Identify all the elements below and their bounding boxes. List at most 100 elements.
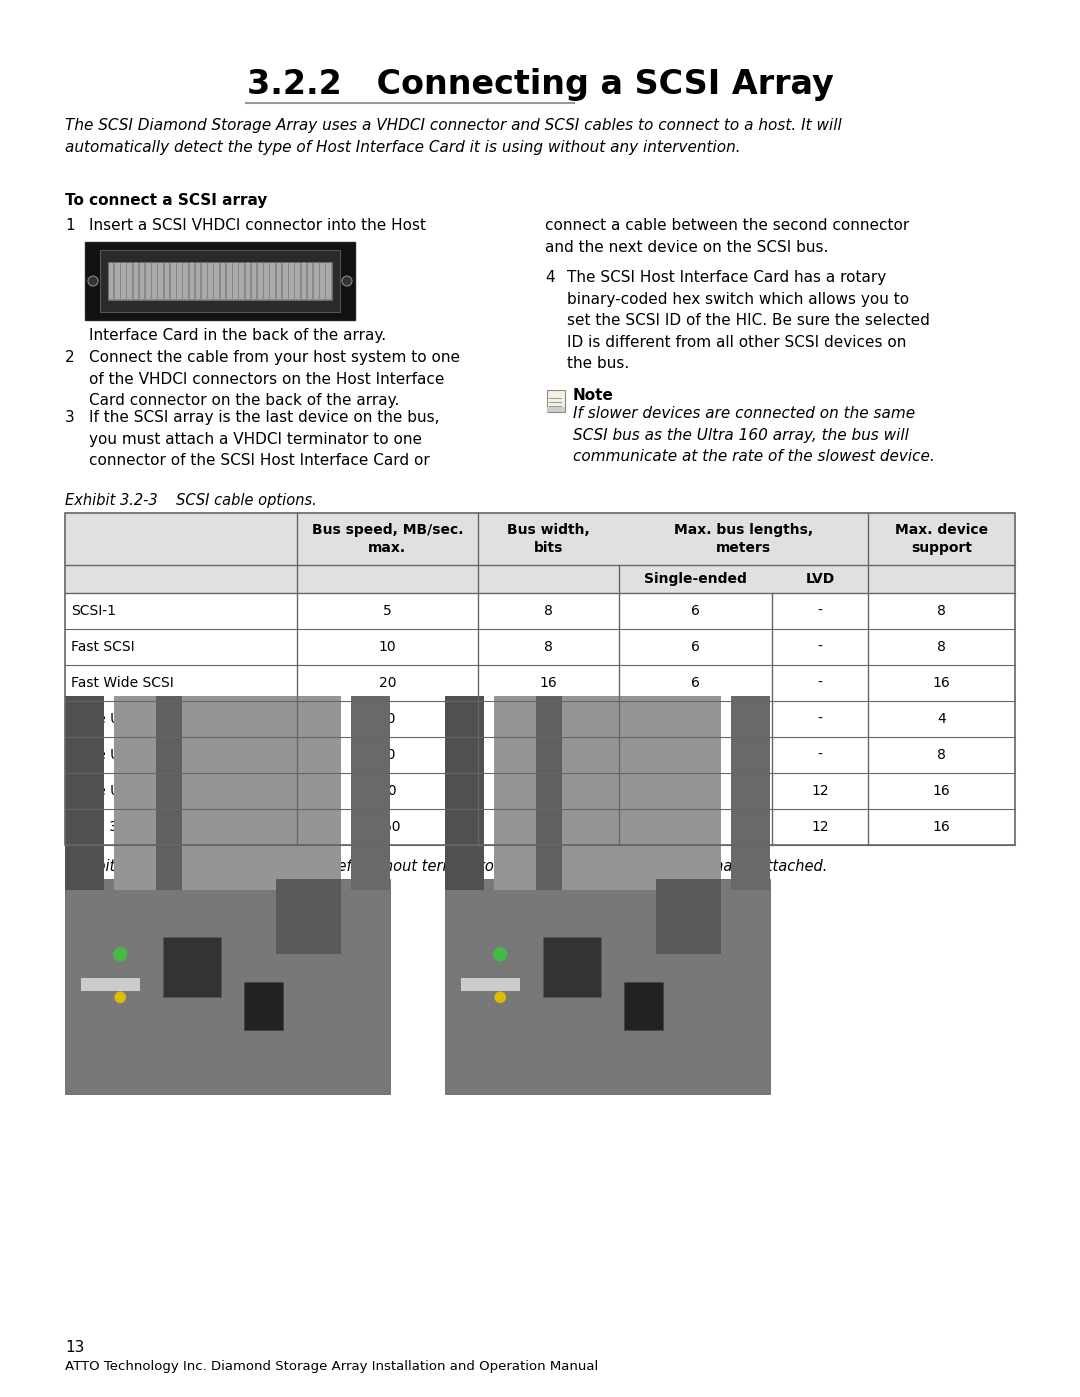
- Text: 13: 13: [65, 1340, 84, 1355]
- Text: Insert a SCSI VHDCI connector into the Host: Insert a SCSI VHDCI connector into the H…: [89, 218, 426, 233]
- Bar: [208, 263, 213, 299]
- Text: 5: 5: [383, 604, 392, 617]
- Text: Wide Ultra SCSI: Wide Ultra SCSI: [71, 747, 179, 761]
- Bar: [65, 513, 1015, 845]
- Text: -: -: [818, 676, 822, 690]
- Bar: [202, 263, 206, 299]
- Text: 6: 6: [691, 604, 700, 617]
- Bar: [159, 263, 163, 299]
- Bar: [139, 263, 145, 299]
- Bar: [445, 879, 770, 1094]
- Text: Max. device
support: Max. device support: [895, 524, 988, 555]
- Text: The SCSI Diamond Storage Array uses a VHDCI connector and SCSI cables to connect: The SCSI Diamond Storage Array uses a VH…: [65, 117, 841, 155]
- Bar: [215, 263, 219, 299]
- Text: Wide Ultra 2 SCSI: Wide Ultra 2 SCSI: [71, 784, 192, 798]
- Circle shape: [114, 992, 126, 1003]
- Text: 3: 3: [691, 712, 700, 726]
- Bar: [162, 937, 221, 997]
- Bar: [109, 263, 113, 299]
- Bar: [289, 263, 294, 299]
- Bar: [546, 407, 565, 412]
- Bar: [85, 242, 355, 320]
- Bar: [276, 263, 281, 299]
- Text: To connect a SCSI array: To connect a SCSI array: [65, 193, 268, 208]
- Bar: [536, 696, 562, 890]
- Text: connect a cable between the second connector
and the next device on the SCSI bus: connect a cable between the second conne…: [545, 218, 909, 254]
- Bar: [65, 665, 1015, 701]
- Text: 16: 16: [540, 747, 557, 761]
- Bar: [461, 978, 519, 990]
- Bar: [494, 696, 721, 890]
- Text: 1: 1: [65, 218, 75, 233]
- Text: 3.2.2   Connecting a SCSI Array: 3.2.2 Connecting a SCSI Array: [246, 68, 834, 101]
- Circle shape: [494, 947, 508, 961]
- Bar: [445, 696, 484, 890]
- Text: 40: 40: [379, 712, 396, 726]
- Bar: [227, 263, 231, 299]
- Text: The SCSI Host Interface Card has a rotary
binary-coded hex switch which allows y: The SCSI Host Interface Card has a rotar…: [567, 270, 930, 372]
- Text: ATTO Technology Inc. Diamond Storage Array Installation and Operation Manual: ATTO Technology Inc. Diamond Storage Arr…: [65, 1361, 598, 1373]
- Text: 4: 4: [545, 270, 555, 285]
- Bar: [164, 263, 170, 299]
- Bar: [301, 263, 306, 299]
- Bar: [65, 592, 1015, 629]
- Bar: [108, 263, 332, 300]
- Bar: [245, 263, 251, 299]
- Text: Note: Note: [573, 388, 613, 402]
- Bar: [351, 696, 390, 890]
- Bar: [295, 263, 300, 299]
- Bar: [258, 263, 262, 299]
- Bar: [546, 390, 565, 412]
- Bar: [114, 263, 120, 299]
- Text: 6: 6: [691, 676, 700, 690]
- Bar: [265, 263, 269, 299]
- Text: 8: 8: [544, 640, 553, 654]
- Bar: [326, 263, 332, 299]
- Bar: [624, 982, 663, 1030]
- Bar: [276, 879, 341, 954]
- Text: 12: 12: [811, 784, 828, 798]
- Text: 16: 16: [540, 676, 557, 690]
- Text: 80: 80: [378, 784, 396, 798]
- Bar: [146, 263, 150, 299]
- Bar: [65, 513, 1015, 564]
- Bar: [283, 263, 287, 299]
- Bar: [542, 937, 600, 997]
- Bar: [657, 879, 721, 954]
- Text: 6: 6: [691, 640, 700, 654]
- Text: 16: 16: [933, 676, 950, 690]
- Circle shape: [113, 947, 127, 961]
- Text: 4: 4: [937, 712, 946, 726]
- Text: 16: 16: [540, 784, 557, 798]
- Text: 2: 2: [65, 351, 75, 365]
- Bar: [171, 263, 176, 299]
- Text: 1.5: 1.5: [685, 747, 706, 761]
- Bar: [134, 263, 138, 299]
- Bar: [81, 978, 139, 990]
- Bar: [731, 696, 770, 890]
- Bar: [65, 809, 1015, 845]
- Text: If slower devices are connected on the same
SCSI bus as the Ultra 160 array, the: If slower devices are connected on the s…: [573, 407, 935, 464]
- Text: Single-ended: Single-ended: [644, 571, 747, 585]
- Text: Ultra 3 or Ultra160 SCSI: Ultra 3 or Ultra160 SCSI: [71, 820, 237, 834]
- Text: Max. bus lengths,
meters: Max. bus lengths, meters: [674, 524, 813, 555]
- Text: 10: 10: [378, 640, 396, 654]
- Bar: [65, 696, 104, 890]
- Bar: [121, 263, 125, 299]
- Text: -: -: [818, 640, 822, 654]
- Text: Interface Card in the back of the array.: Interface Card in the back of the array.: [89, 328, 387, 344]
- Text: 160: 160: [374, 820, 401, 834]
- Bar: [240, 263, 244, 299]
- Bar: [65, 564, 1015, 592]
- Text: 8: 8: [937, 640, 946, 654]
- Circle shape: [87, 277, 98, 286]
- Bar: [65, 773, 1015, 809]
- Bar: [100, 250, 340, 312]
- Text: -: -: [818, 604, 822, 617]
- Text: 40: 40: [379, 747, 396, 761]
- Bar: [127, 263, 132, 299]
- Text: SCSI-1: SCSI-1: [71, 604, 116, 617]
- Text: 16: 16: [540, 712, 557, 726]
- Bar: [177, 263, 181, 299]
- Text: Bus width,
bits: Bus width, bits: [508, 524, 590, 555]
